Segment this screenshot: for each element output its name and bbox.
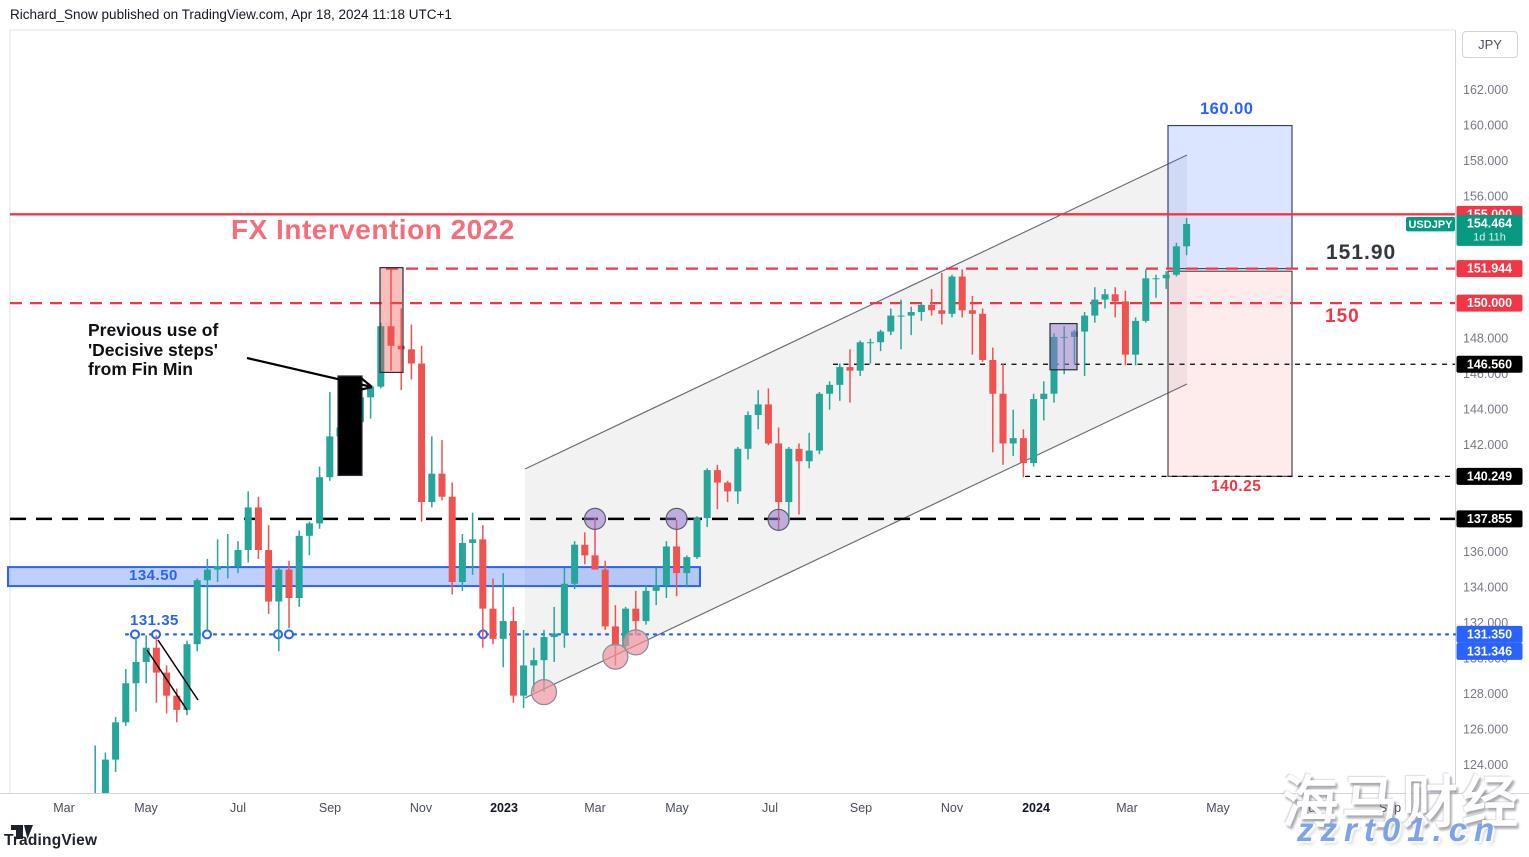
svg-text:Mar: Mar — [584, 801, 606, 815]
currency-button[interactable]: JPY — [1462, 31, 1518, 58]
annotation-decisive-steps[interactable]: Previous use of 'Decisive steps' from Fi… — [88, 320, 219, 380]
svg-text:146.560: 146.560 — [1467, 357, 1512, 371]
attribution-text: Richard_Snow published on TradingView.co… — [10, 7, 452, 22]
svg-text:156.000: 156.000 — [1463, 190, 1508, 204]
svg-text:144.000: 144.000 — [1463, 403, 1508, 417]
tradingview-logo-icon[interactable] — [11, 824, 33, 840]
svg-text:134.000: 134.000 — [1463, 580, 1508, 594]
intervention-oct-2022 — [379, 267, 404, 374]
svg-text:Nov: Nov — [941, 801, 964, 815]
chart-frame — [0, 29, 1529, 794]
highlight-boxes[interactable] — [337, 267, 1078, 477]
svg-text:160.000: 160.000 — [1463, 119, 1508, 133]
footer-bar: TradingView — [0, 824, 1529, 857]
svg-text:151.944: 151.944 — [1467, 262, 1512, 276]
svg-text:Nov: Nov — [410, 801, 433, 815]
label-band-134-50[interactable]: 134.50 — [129, 567, 178, 584]
svg-text:USDJPY: USDJPY — [1408, 219, 1453, 231]
svg-text:142.000: 142.000 — [1463, 438, 1508, 452]
svg-text:131.346: 131.346 — [1467, 644, 1512, 658]
svg-text:131.350: 131.350 — [1467, 627, 1512, 641]
svg-text:140.249: 140.249 — [1467, 469, 1512, 483]
annotation-fx-intervention[interactable]: FX Intervention 2022 — [231, 214, 515, 245]
svg-text:Jul: Jul — [1302, 801, 1318, 815]
label-level-150[interactable]: 150 — [1325, 306, 1360, 327]
breakout-jan-2024 — [1049, 322, 1078, 371]
svg-text:1d 11h: 1d 11h — [1473, 231, 1506, 243]
svg-text:Jul: Jul — [230, 801, 246, 815]
label-line-131-35[interactable]: 131.35 — [130, 612, 179, 629]
svg-text:137.855: 137.855 — [1467, 512, 1512, 526]
svg-text:Sep: Sep — [319, 801, 341, 815]
projection-zones[interactable] — [1167, 124, 1293, 477]
svg-text:Jul: Jul — [762, 801, 778, 815]
label-target-160[interactable]: 160.00 — [1200, 100, 1254, 118]
time-axis[interactable]: Mar May Jul Sep Nov 2023 Mar May Jul Sep Nov 2024 Ma… — [53, 801, 1401, 815]
svg-text:124.000: 124.000 — [1463, 758, 1508, 772]
svg-text:May: May — [1206, 801, 1230, 815]
intervention-sep-2022 — [337, 375, 363, 477]
svg-text:154.464: 154.464 — [1467, 216, 1512, 230]
candles[interactable] — [82, 217, 1191, 857]
svg-text:May: May — [134, 801, 158, 815]
svg-text:May: May — [665, 801, 689, 815]
drawing-lines[interactable] — [146, 356, 373, 711]
annotation-line-1: Previous use of — [88, 320, 219, 340]
symbol-tag — [1406, 216, 1455, 232]
annotation-line-3: from Fin Min — [88, 359, 193, 379]
svg-text:2024: 2024 — [1022, 801, 1050, 815]
svg-text:Sep: Sep — [1379, 801, 1401, 815]
svg-text:136.000: 136.000 — [1463, 545, 1508, 559]
svg-text:Mar: Mar — [53, 801, 75, 815]
line-anchor-dots[interactable] — [130, 629, 488, 640]
svg-text:2023: 2023 — [490, 801, 518, 815]
svg-text:Sep: Sep — [850, 801, 872, 815]
event-circles[interactable] — [530, 507, 790, 706]
supply-band[interactable] — [7, 566, 701, 588]
label-level-151-90[interactable]: 151.90 — [1326, 241, 1397, 264]
svg-text:Mar: Mar — [1116, 801, 1138, 815]
svg-text:162.000: 162.000 — [1463, 83, 1508, 97]
svg-text:148.000: 148.000 — [1463, 332, 1508, 346]
annotation-line-2: 'Decisive steps' — [88, 339, 218, 360]
price-axis[interactable]: 124.000126.000128.000130.000132.000134.0… — [1463, 83, 1508, 772]
label-level-140-25[interactable]: 140.25 — [1211, 478, 1262, 495]
svg-text:126.000: 126.000 — [1463, 722, 1508, 736]
svg-text:150.000: 150.000 — [1467, 296, 1512, 310]
svg-text:128.000: 128.000 — [1463, 687, 1508, 701]
svg-text:158.000: 158.000 — [1463, 154, 1508, 168]
risk-zone-14025 — [1167, 270, 1293, 477]
